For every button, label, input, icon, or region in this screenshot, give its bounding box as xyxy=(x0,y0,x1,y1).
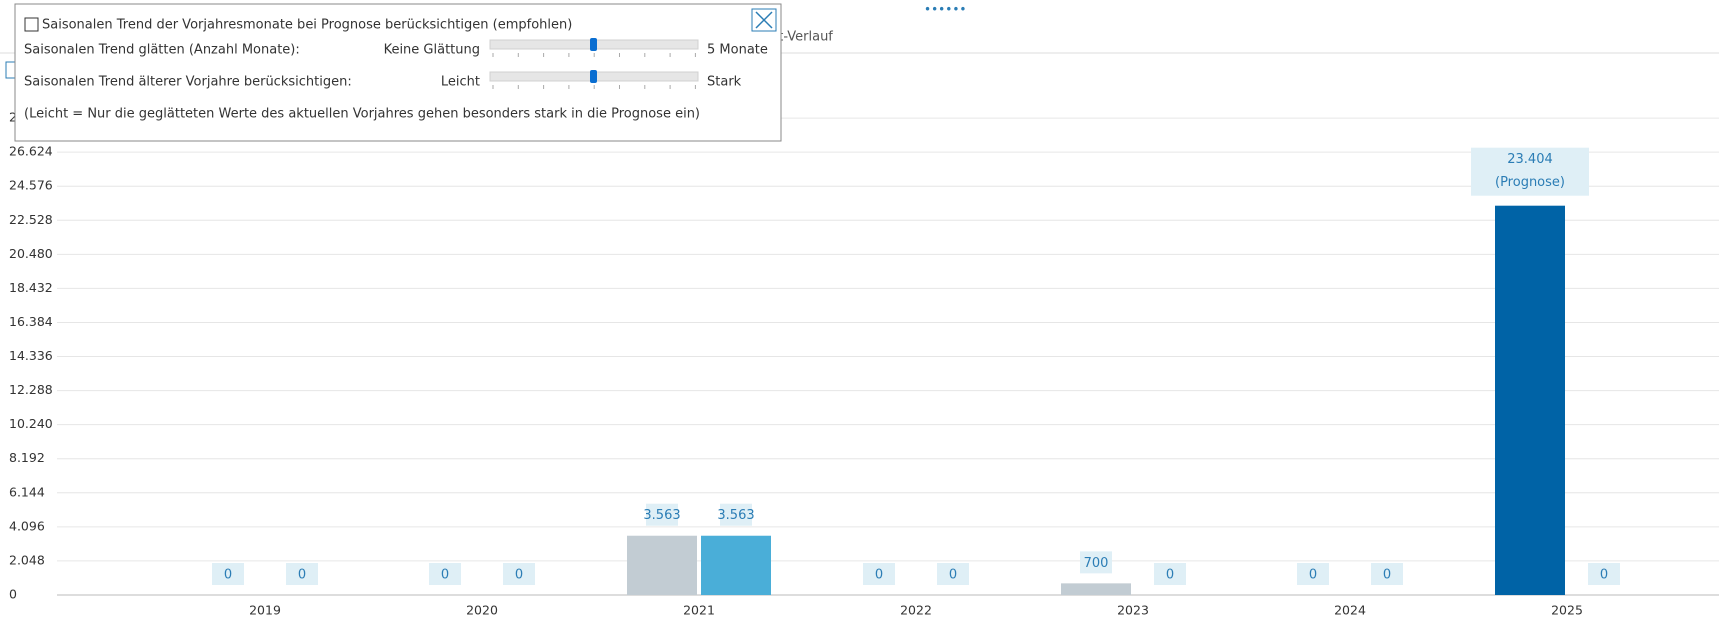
y-tick-label: 24.576 xyxy=(9,178,53,193)
y-tick-label: 6.144 xyxy=(9,484,45,499)
value-label-box xyxy=(1371,563,1403,585)
y-tick-label: 2.048 xyxy=(9,552,45,567)
value-label-box xyxy=(429,563,461,585)
value-label-box xyxy=(1154,563,1186,585)
value-label-box xyxy=(1471,147,1589,196)
bar xyxy=(627,535,697,595)
x-tick-label: 2023 xyxy=(1117,603,1149,618)
slider-thumb[interactable] xyxy=(590,38,597,51)
x-tick-label: 2022 xyxy=(900,603,932,618)
value-label: 700 xyxy=(1084,556,1109,571)
y-tick-label: 14.336 xyxy=(9,348,53,363)
bar xyxy=(1061,583,1131,595)
value-label: 0 xyxy=(515,568,523,583)
value-label: 3.563 xyxy=(717,508,754,523)
popup: Saisonalen Trend der Vorjahresmonate bei… xyxy=(14,3,782,142)
popup-box xyxy=(14,3,782,142)
x-tick-label: 2025 xyxy=(1551,603,1583,618)
smoothing-max: 5 Monate xyxy=(707,43,768,58)
slider-ticks xyxy=(492,53,696,89)
value-label: 3.563 xyxy=(643,508,680,523)
close-icon xyxy=(755,11,773,29)
value-label: 0 xyxy=(298,568,306,583)
y-tick-label: 10.240 xyxy=(9,416,53,431)
value-label: 0 xyxy=(1600,568,1608,583)
forecast-note: (Prognose) xyxy=(1495,175,1565,190)
bar xyxy=(1495,205,1565,595)
y-tick-label: 22.528 xyxy=(9,212,53,227)
value-label-box xyxy=(720,503,752,526)
plot: 0 2.048 4.096 6.144 8.192 10.240 12.288 14.336 1… xyxy=(9,110,1719,618)
value-label: 0 xyxy=(949,568,957,583)
value-label-box xyxy=(1080,551,1112,574)
y-tick-label: 26.624 xyxy=(9,144,53,159)
checkbox-label[interactable]: Saisonalen Trend der Vorjahresmonate bei… xyxy=(42,18,572,33)
x-tick-label: 2021 xyxy=(683,603,715,618)
x-tick-label: 2020 xyxy=(466,603,498,618)
weight-max: Stark xyxy=(707,75,742,90)
x-tick-label: 2019 xyxy=(249,603,281,618)
value-label: 0 xyxy=(1166,568,1174,583)
y-tick-label: 20.480 xyxy=(9,246,53,261)
value-label: 23.404 xyxy=(1507,152,1553,167)
value-label-box xyxy=(863,563,895,585)
x-tick-label: 2024 xyxy=(1334,603,1366,618)
value-label-box xyxy=(1297,563,1329,585)
value-label: 0 xyxy=(1383,568,1391,583)
y-tick-label: 4.096 xyxy=(9,518,45,533)
bar xyxy=(701,535,771,595)
value-label: 0 xyxy=(1309,568,1317,583)
note: (Leicht = Nur die geglätteten Werte des … xyxy=(24,107,700,122)
y-tick-label: 12.288 xyxy=(9,382,53,397)
value-label-box xyxy=(1588,563,1620,585)
weight-min: Leicht xyxy=(441,75,480,90)
slider-thumb[interactable] xyxy=(590,70,597,83)
drag-handle[interactable]: •••••• xyxy=(924,3,966,17)
value-label: 0 xyxy=(441,568,449,583)
value-label-box xyxy=(286,563,318,585)
checkbox[interactable] xyxy=(24,17,39,32)
tab-label[interactable]: nt-Verlauf xyxy=(770,30,833,45)
value-label-box xyxy=(937,563,969,585)
y-tick-label: 8.192 xyxy=(9,450,45,465)
smoothing-min: Keine Glättung xyxy=(384,43,480,58)
y-tick-label: 0 xyxy=(9,587,17,602)
smoothing-label: Saisonalen Trend glätten (Anzahl Monate)… xyxy=(24,43,300,58)
value-label: 0 xyxy=(224,568,232,583)
value-label-box xyxy=(646,503,678,526)
value-label: 0 xyxy=(875,568,883,583)
weight-label: Saisonalen Trend älterer Vorjahre berück… xyxy=(24,75,352,90)
y-tick-label: 18.432 xyxy=(9,280,53,295)
value-label-box xyxy=(503,563,535,585)
y-tick-label: 16.384 xyxy=(9,314,53,329)
value-label-box xyxy=(212,563,244,585)
